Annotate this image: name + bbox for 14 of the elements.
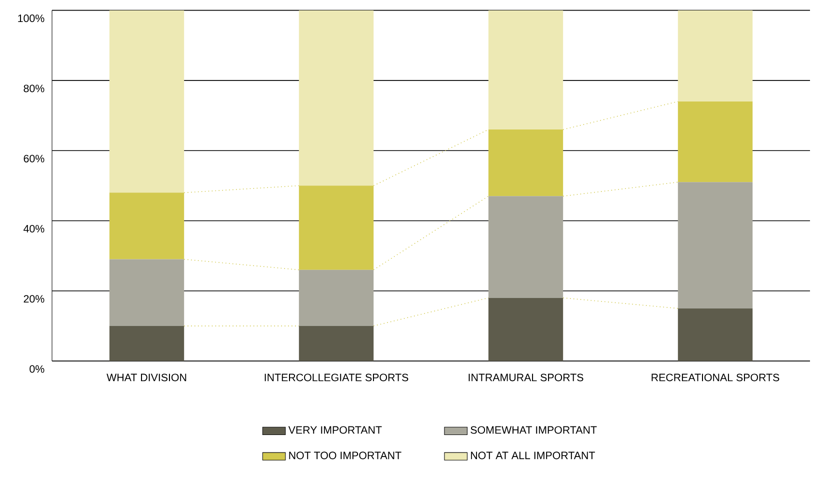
x-tick-label: WHAT DIVISION <box>106 374 186 382</box>
x-tick-label: INTERCOLLEGIATE SPORTS <box>264 374 408 382</box>
x-tick-label: RECREATIONAL SPORTS <box>652 374 780 382</box>
y-tick-label: 0% <box>30 365 44 373</box>
legend-label: NOT TOO IMPORTANT <box>289 452 402 460</box>
legend-label: NOT AT ALL IMPORTANT <box>471 452 595 460</box>
legend-label: SOMEWHAT IMPORTANT <box>470 426 597 434</box>
y-tick-label: 60% <box>24 154 44 162</box>
y-tick-label: 40% <box>24 224 44 232</box>
y-tick-label: 100% <box>18 14 44 22</box>
x-tick-label: INTRAMURAL SPORTS <box>468 374 584 382</box>
y-tick-label: 80% <box>24 84 44 92</box>
y-tick-label: 20% <box>24 295 44 303</box>
legend-label: VERY IMPORTANT <box>288 426 382 434</box>
